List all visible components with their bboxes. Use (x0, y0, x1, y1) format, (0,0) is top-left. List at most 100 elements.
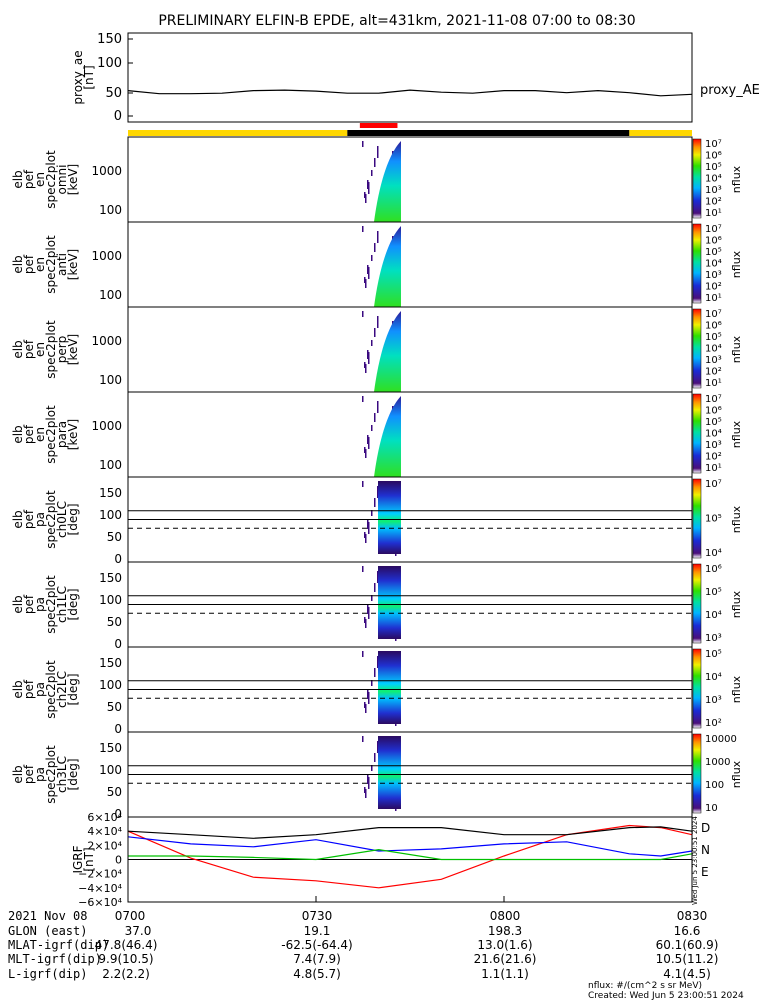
panel-omni-speck (377, 146, 379, 158)
panel-omni-speck (364, 192, 366, 198)
panel-igrf-series-Z (128, 848, 693, 861)
created-note: Created: Wed Jun 5 23:00:51 2024 (588, 991, 744, 1000)
panel-proxy_ae-ylabel: proxy_ae[nT] (71, 50, 96, 104)
panel-ch1LC-spectrum (378, 566, 401, 639)
panel-ch2LC-ytick: 100 (99, 678, 122, 692)
panel-ch0LC-spectrum (378, 481, 401, 554)
panel-anti-ytick: 1000 (91, 249, 122, 263)
panel-anti-cbar-tick: 10⁴ (705, 259, 722, 270)
panel-proxy_ae-ytick: 50 (105, 86, 122, 101)
panel-ch3LC-ytick: 100 (99, 763, 122, 777)
science-zone-bar (359, 123, 398, 128)
panel-omni-speck (365, 194, 367, 203)
panel-ch1LC-ytick: 150 (99, 571, 122, 585)
ephem-glon-0800: 198.3 (488, 924, 522, 938)
ephem-row-glon-label: GLON (east) (8, 924, 87, 938)
panel-ch0LC-cbar-tick: 10⁴ (705, 548, 722, 559)
panel-omni-speck (374, 158, 376, 167)
panel-ch0LC-speck (374, 498, 376, 507)
panel-para-ylabel: elbpefenspec2plotpara[keV] (11, 405, 80, 464)
panel-proxy_ae-series-proxy_AE (127, 89, 693, 97)
panel-proxy-ae-legend: proxy_AE (700, 83, 760, 98)
panel-ch2LC-speck (374, 668, 376, 677)
panel-ch3LC: elbpefpaspec2plotch3LC[deg] 150 100 50 0 1000… (11, 731, 743, 821)
panel-ch2LC-ytick: 0 (114, 722, 122, 736)
ephem-mlt-0730: 7.4(7.9) (293, 952, 341, 966)
panel-perp-ytick: 100 (99, 373, 122, 387)
page-title: PRELIMINARY ELFIN-B EPDE, alt=431km, 202… (158, 13, 635, 29)
panel-ch3LC-ytick: 0 (114, 807, 122, 821)
panel-perp-cbar-tick: 10⁷ (705, 309, 722, 320)
panel-para-frame (127, 391, 693, 478)
panel-ch2LC-speck (364, 702, 366, 708)
panel-para-speck (374, 413, 376, 422)
ephem-date-0800: 0800 (490, 909, 521, 923)
panel-perp-speck (367, 350, 369, 359)
panel-omni: elbpefenspec2plotomni[keV] 100010010⁷10⁶1… (11, 136, 743, 223)
panel-ch0LC-speck (368, 522, 370, 534)
panel-ch3LC-speck (365, 789, 367, 798)
ephem-date-0830: 0830 (677, 909, 708, 923)
panel-omni-cbar-tick: 10⁷ (705, 139, 722, 150)
panel-igrf-legend-N: N (701, 843, 710, 857)
panel-para-speck (365, 449, 367, 458)
ephem-l-0700: 2.2(2.2) (102, 967, 150, 981)
panel-igrf-ylabel: IGRF[nT] (71, 845, 96, 873)
panel-ch0LC-ytick: 0 (114, 552, 122, 566)
panel-perp-ytick: 1000 (91, 334, 122, 348)
panel-perp-speck (371, 340, 373, 346)
panel-para-speck (362, 396, 364, 402)
panel-omni-speck (368, 182, 370, 194)
panel-igrf-ytick: 2×10⁴ (87, 839, 122, 852)
panel-para-ytick: 1000 (91, 419, 122, 433)
panel-omni-speck (371, 170, 373, 176)
panel-anti-cbar-tick: 10³ (705, 270, 722, 281)
panel-ch3LC-speck (364, 787, 366, 793)
panel-para-ytick: 100 (99, 458, 122, 472)
shadow-bar (347, 130, 630, 136)
panel-perp-cbar-tick: 10² (705, 367, 722, 378)
panel-ch3LC-colorbar (692, 733, 702, 814)
panel-perp-speck (377, 316, 379, 328)
panel-omni-cbar-label: nflux (730, 165, 743, 193)
panel-ch1LC-speck (377, 571, 379, 583)
panel-ch3LC-cbar-tick: 100 (705, 780, 724, 791)
panel-anti: elbpefenspec2plotanti[keV] 100010010⁷10⁶1… (11, 221, 743, 308)
panel-ch0LC: elbpefpaspec2plotch0LC[deg] 150 100 50 0 10⁷ 1… (11, 476, 743, 566)
panel-ch3LC-cbar-tick: 10 (705, 803, 718, 814)
panel-igrf-ytick: −6×10⁴ (78, 896, 122, 909)
panel-anti-cbar-label: nflux (730, 250, 743, 278)
panel-ch0LC-ytick: 100 (99, 508, 122, 522)
plot-area: proxy_ae[nT]150100500proxy_AEelbpefenspe… (11, 32, 760, 909)
panel-ch0LC-speck (377, 486, 379, 498)
panel-ch0LC-speck (371, 510, 373, 516)
panel-anti-colorbar (692, 223, 702, 304)
panel-igrf-series-E (127, 826, 693, 839)
panel-ch0LC-cbar-tick: 10⁵ (705, 514, 722, 525)
panel-perp-cbar-tick: 10⁶ (705, 321, 722, 332)
panel-igrf-series-D (127, 824, 693, 889)
panel-ch2LC-cbar-tick: 10⁴ (705, 672, 722, 683)
sunlight-bar-end (629, 130, 692, 136)
side-stamp: Wed Jun 5 23:00:51 2024 (691, 816, 699, 905)
panel-para-cbar-tick: 10⁴ (705, 429, 722, 440)
panel-anti-speck (367, 265, 369, 274)
panel-ch1LC-ytick: 50 (107, 615, 122, 629)
panel-ch3LC-speck (371, 765, 373, 771)
panel-igrf-ytick: −2×10⁴ (78, 868, 122, 881)
ephem-l-0730: 4.8(5.7) (293, 967, 341, 981)
panel-ch3LC-spectrum (378, 736, 401, 809)
panel-ch3LC-cbar-tick: 10000 (705, 734, 737, 745)
panel-ch0LC-speck (367, 520, 369, 529)
ephem-mlat-0730: -62.5(-64.4) (281, 938, 352, 952)
panel-para-speck (377, 401, 379, 413)
ephem-glon-0730: 19.1 (304, 924, 331, 938)
panel-anti-spectrum (374, 226, 401, 307)
units-note: nflux: #/(cm^2 s sr MeV) (588, 981, 702, 991)
panel-perp-speck (365, 364, 367, 373)
panel-ch2LC-speck (362, 651, 364, 657)
ephem-date-0700: 0700 (115, 909, 146, 923)
panel-perp-cbar-tick: 10⁵ (705, 332, 722, 343)
panel-perp-frame (127, 306, 693, 393)
